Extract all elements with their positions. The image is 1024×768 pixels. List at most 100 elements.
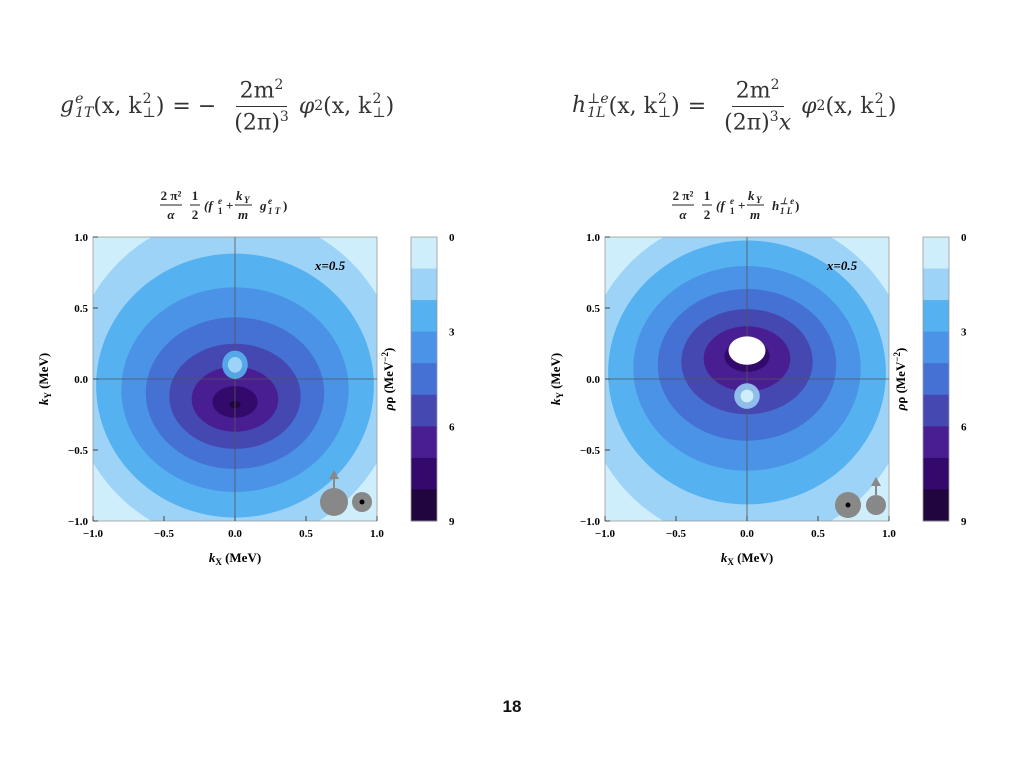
density-hole: [728, 336, 766, 409]
svg-text:1: 1: [704, 188, 711, 203]
colorbar-segment: [923, 300, 949, 333]
colorbar-label: ρρ (MeV−2): [380, 348, 396, 412]
colorbar-segment: [411, 237, 437, 270]
y-tick-label: 0.5: [586, 303, 600, 315]
colorbar-frame: [410, 236, 438, 522]
svg-text:2 π²: 2 π²: [673, 188, 694, 203]
y-tick-label: 0.0: [74, 374, 88, 386]
svg-text:h: h: [772, 198, 779, 213]
x-tick-label: 0.5: [811, 528, 825, 540]
y-axis-label: kY (MeV): [548, 353, 565, 405]
svg-text:k: k: [748, 188, 755, 203]
colorbar-tick-label: 0: [449, 232, 455, 244]
colorbar-segment: [411, 457, 437, 490]
svg-text:2: 2: [704, 207, 711, 222]
y-ticks: 1.0 0.5 0.0 −0.5 −1.0: [68, 232, 98, 528]
nucleon-spin-out-of-plane-icon: [835, 492, 861, 518]
colorbar-tick-label: 9: [961, 516, 967, 528]
y-tick-label: −0.5: [68, 445, 89, 457]
svg-text:2 π²: 2 π²: [161, 188, 182, 203]
svg-text:α: α: [679, 207, 687, 222]
x-tick-label: −1.0: [595, 528, 616, 540]
colorbar-segment: [411, 426, 437, 459]
colorbar-segment: [411, 363, 437, 396]
colorbar-segment: [411, 268, 437, 301]
x-tick-label: 0.5: [299, 528, 313, 540]
svg-text:1 L: 1 L: [780, 206, 793, 216]
svg-text:1 T: 1 T: [268, 206, 281, 216]
slide-number: 18: [502, 697, 522, 716]
colorbar: [410, 236, 438, 522]
colorbar-segment: [923, 363, 949, 396]
svg-text:e: e: [218, 196, 222, 206]
colorbar-segment: [923, 489, 949, 522]
y-tick-label: −1.0: [68, 516, 89, 528]
svg-text:e: e: [730, 196, 734, 206]
x-value-annotation: x=0.5: [826, 258, 858, 273]
y-ticks: 1.0 0.5 0.0 −0.5 −1.0: [580, 232, 610, 528]
svg-text:(f: (f: [716, 198, 726, 213]
y-tick-label: 0.5: [74, 303, 88, 315]
x-tick-label: 1.0: [882, 528, 896, 540]
colorbar-tick-label: 6: [449, 421, 455, 433]
saturated-region: [728, 336, 766, 365]
colorbar-segment: [411, 489, 437, 522]
colorbar-segment: [411, 394, 437, 427]
x-ticks: −1.0 −0.5 0.0 0.5 1.0: [595, 516, 896, 540]
x-axis-label: kX (MeV): [721, 550, 773, 567]
colorbar-label: ρρ (MeV−2): [892, 348, 908, 412]
x-tick-label: 1.0: [370, 528, 384, 540]
colorbar-tick-label: 9: [449, 516, 455, 528]
colorbar-ticks: 0 3 6 9: [961, 232, 967, 528]
colorbar-tick-label: 3: [449, 327, 455, 339]
svg-text:Y: Y: [244, 195, 251, 205]
density-hole: [222, 350, 248, 379]
x-tick-label: 0.0: [740, 528, 754, 540]
y-tick-label: 1.0: [74, 232, 88, 244]
svg-text:g: g: [259, 198, 267, 213]
colorbar-segment: [923, 426, 949, 459]
svg-text:1: 1: [218, 206, 223, 216]
svg-text:1: 1: [192, 188, 199, 203]
svg-text:1: 1: [730, 206, 735, 216]
y-tick-label: −1.0: [580, 516, 601, 528]
quark-spin-out-of-plane-icon: [352, 492, 372, 512]
x-ticks: −1.0 −0.5 0.0 0.5 1.0: [83, 516, 384, 540]
svg-text:m: m: [238, 207, 248, 222]
svg-text:(f: (f: [204, 198, 214, 213]
svg-text:2: 2: [192, 207, 199, 222]
colorbar-ticks: 0 3 6 9: [449, 232, 455, 528]
density-plot-right: 2 π² α 1 2 (f e 1 + k Y m h ⊥ e 1 L ) x=…: [542, 185, 1002, 575]
svg-text:): ): [283, 198, 287, 213]
colorbar-segment: [923, 457, 949, 490]
y-tick-label: 0.0: [586, 374, 600, 386]
x-value-annotation: x=0.5: [314, 258, 346, 273]
quark-spin-up-icon: [866, 477, 886, 515]
formula-fraction: 2m2 (2π)3x: [724, 77, 792, 135]
colorbar-segment: [923, 237, 949, 270]
x-tick-label: −0.5: [154, 528, 175, 540]
colorbar-frame: [922, 236, 950, 522]
formula-fraction: 2m2 (2π)3: [234, 77, 289, 135]
nucleon-spin-up-icon: [320, 470, 348, 516]
colorbar-tick-label: 0: [961, 232, 967, 244]
plot-title: 2 π² α 1 2 (f e 1 + k Y m g e 1 T ): [160, 188, 287, 222]
svg-text:⊥ e: ⊥ e: [780, 196, 794, 206]
svg-text:Y: Y: [756, 195, 763, 205]
x-axis-label: kX (MeV): [209, 550, 261, 567]
svg-text:k: k: [236, 188, 243, 203]
colorbar-segment: [411, 331, 437, 364]
colorbar: [922, 236, 950, 522]
colorbar-tick-label: 6: [961, 421, 967, 433]
svg-text:+: +: [226, 198, 233, 213]
x-tick-label: −1.0: [83, 528, 104, 540]
density-minimum-core: [740, 389, 754, 403]
density-minimum-core: [227, 356, 243, 373]
x-tick-label: 0.0: [228, 528, 242, 540]
y-tick-label: −0.5: [580, 445, 601, 457]
svg-text:m: m: [750, 207, 760, 222]
colorbar-segment: [923, 268, 949, 301]
density-plot-left: 2 π² α 1 2 (f e 1 + k Y m g e 1 T ) x=0.…: [30, 185, 490, 575]
